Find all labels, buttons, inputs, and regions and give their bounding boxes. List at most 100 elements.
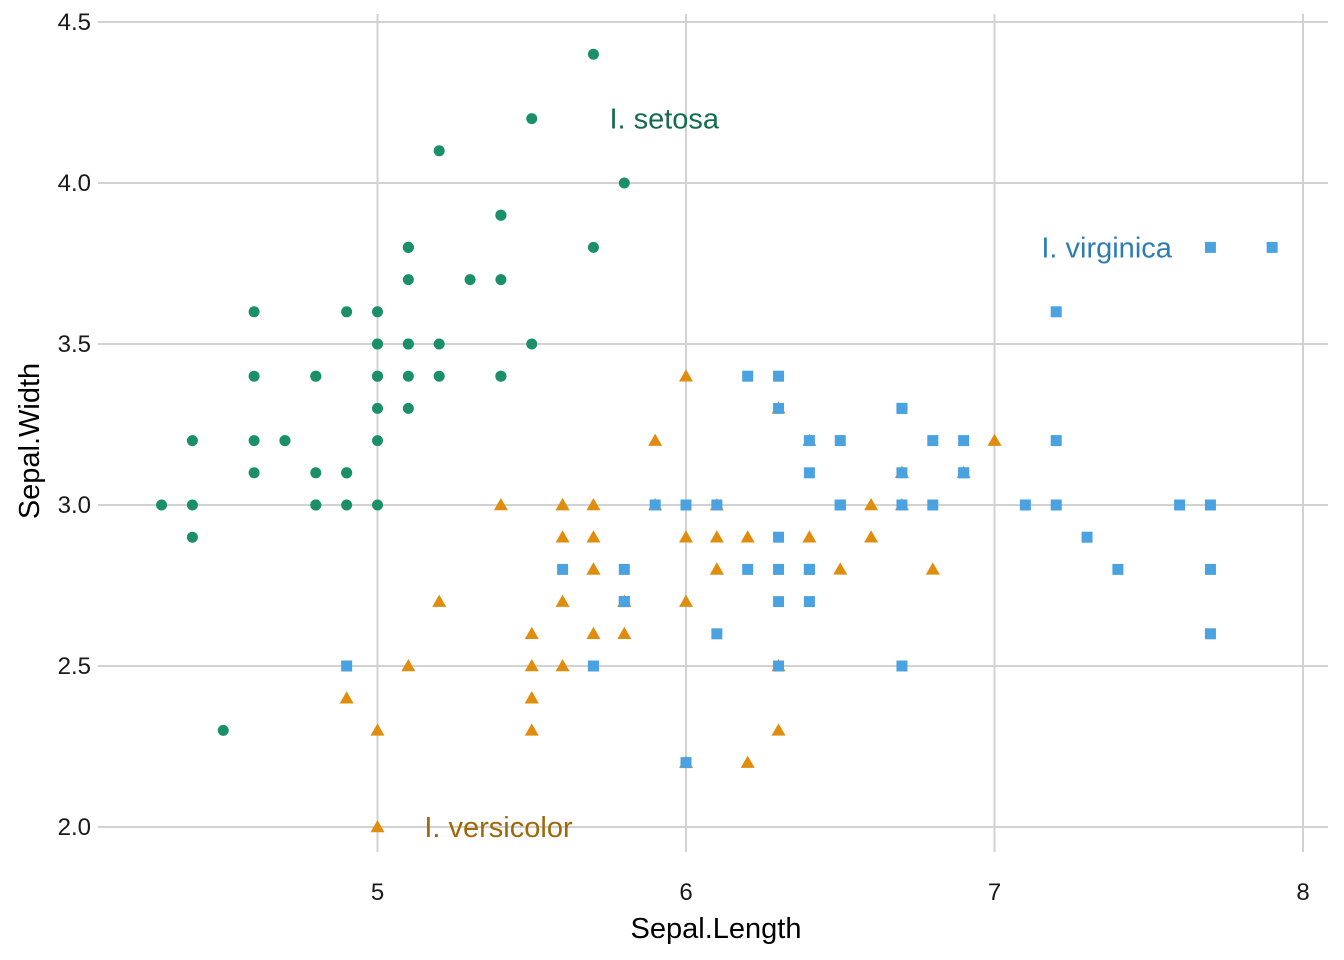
data-point [896,402,908,414]
data-point [618,596,630,608]
data-point [742,563,754,575]
data-point [495,209,507,221]
data-point [248,435,260,447]
data-point [370,723,385,736]
data-point [402,338,414,350]
data-point [402,241,414,253]
data-point [464,274,476,286]
x-tick-label: 6 [679,879,692,906]
data-point [248,467,260,479]
data-point [802,530,817,543]
y-tick-label: 2.0 [58,814,91,841]
data-point [1112,563,1124,575]
data-point [402,402,414,414]
data-point [526,338,538,350]
y-tick-label: 3.0 [58,492,91,519]
data-point [587,48,599,60]
data-point [341,499,353,511]
data-point [524,626,539,640]
data-point [773,596,785,608]
data-point [709,562,724,575]
data-point [1204,499,1216,511]
data-point [339,691,354,704]
data-point [401,659,416,672]
data-point [927,435,939,447]
data-point [709,530,724,543]
data-point [433,370,445,382]
data-point [1266,241,1278,253]
data-point [618,563,630,575]
data-point [586,498,601,511]
y-axis-ticks: 2.0 2.5 3.0 3.5 4.0 4.5 [58,9,91,841]
data-point [927,499,939,511]
data-point [555,530,570,543]
data-point [248,306,260,318]
data-point [803,467,815,479]
data-point [896,660,908,672]
data-point [617,626,632,640]
data-point [310,467,322,479]
data-point [958,467,970,479]
data-point [1081,531,1093,543]
data-point [248,370,260,382]
data-point [433,338,445,350]
series-label: I. setosa [609,104,719,136]
data-point [432,594,447,607]
data-point [864,498,879,511]
grid-lines [98,14,1328,852]
data-point [555,498,570,511]
data-point [586,562,601,575]
y-tick-label: 4.0 [58,170,91,197]
data-point [557,563,569,575]
data-point [711,499,723,511]
data-point [1174,499,1186,511]
x-tick-label: 7 [988,879,1001,906]
data-point [186,499,198,511]
data-point [740,530,755,543]
data-point [372,499,383,511]
series-square [341,241,1278,769]
data-point [587,241,599,253]
data-point [555,659,570,672]
data-point [1050,306,1062,318]
data-point [587,660,599,672]
data-point [372,435,383,447]
data-point [372,402,383,414]
y-axis-title: Sepal.Width [14,363,46,519]
x-tick-label: 5 [371,879,384,906]
data-point [433,145,445,157]
data-point [773,563,785,575]
data-point [341,306,353,318]
data-points [156,48,1278,833]
data-point [495,370,507,382]
y-tick-label: 2.5 [58,653,91,680]
data-point [555,594,570,607]
data-point [773,531,785,543]
x-tick-label: 8 [1296,879,1309,906]
data-point [987,433,1002,446]
data-point [864,530,879,543]
data-point [310,370,322,382]
data-point [372,338,383,350]
series-labels: I. setosa I. versicolor I. virginica [424,104,1172,844]
data-point [958,435,970,447]
data-point [279,435,291,447]
data-point [680,757,692,769]
y-tick-label: 3.5 [58,331,91,358]
data-point [740,755,755,768]
data-point [586,530,601,543]
data-point [834,435,846,447]
series-circle [156,48,630,736]
data-point [402,274,414,286]
data-point [341,467,353,479]
data-point [495,274,507,286]
data-point [1204,241,1216,253]
data-point [896,467,908,479]
data-point [1204,628,1216,640]
data-point [803,435,815,447]
data-point [186,531,198,543]
data-point [586,626,601,640]
x-axis-ticks: 5 6 7 8 [371,879,1310,906]
data-point [773,370,785,382]
